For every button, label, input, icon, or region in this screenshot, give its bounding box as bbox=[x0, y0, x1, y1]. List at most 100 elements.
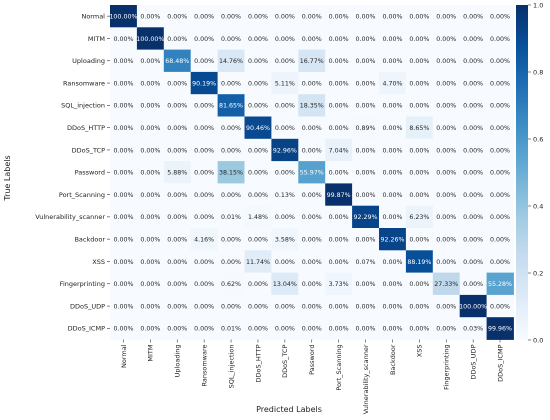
cell-value-label: 0.00% bbox=[221, 147, 241, 154]
cell-value-label: 0.00% bbox=[248, 303, 268, 310]
cell-value-label: 0.00% bbox=[436, 103, 456, 110]
cell-value-label: 90.46% bbox=[246, 125, 270, 132]
cell-value-label: 0.00% bbox=[382, 147, 402, 154]
cell-value-label: 0.00% bbox=[382, 125, 402, 132]
heatmap-cell-labels: 100.00% 0.00% 0.00% 0.00% 0.00% 0.00% 0.00% 0.0… bbox=[109, 13, 512, 332]
heatmap-cell bbox=[271, 94, 299, 117]
heatmap-cell bbox=[190, 272, 218, 296]
cell-value-label: 0.00% bbox=[248, 58, 268, 65]
cell-value-label: 0.00% bbox=[436, 192, 456, 199]
heatmap-cell bbox=[244, 161, 272, 184]
cell-value-label: 0.00% bbox=[382, 36, 402, 43]
heatmap-cell bbox=[459, 5, 487, 28]
cell-value-label: 0.00% bbox=[248, 80, 268, 87]
cell-value-label: 0.00% bbox=[409, 170, 429, 177]
cell-value-label: 0.00% bbox=[409, 192, 429, 199]
heatmap-cell bbox=[110, 5, 138, 28]
heatmap-cell bbox=[217, 5, 245, 28]
heatmap-cell bbox=[244, 94, 272, 117]
cell-value-label: 0.00% bbox=[463, 147, 483, 154]
column-tick-label: Fingerprinting bbox=[443, 345, 451, 390]
cell-value-label: 0.00% bbox=[382, 103, 402, 110]
heatmap-cell bbox=[405, 138, 434, 162]
heatmap-cell bbox=[217, 161, 245, 184]
heatmap-cell bbox=[217, 205, 245, 229]
heatmap-cell bbox=[163, 250, 192, 273]
cell-value-label: 0.00% bbox=[329, 214, 349, 221]
heatmap-cell bbox=[459, 161, 487, 184]
cell-value-label: 99.87% bbox=[327, 192, 351, 199]
heatmap-cell bbox=[325, 116, 353, 140]
cell-value-label: 0.00% bbox=[463, 192, 483, 199]
heatmap-cell bbox=[244, 71, 272, 95]
heatmap-cell bbox=[271, 27, 299, 50]
cell-value-label: 0.00% bbox=[356, 58, 376, 65]
cell-value-label: 0.00% bbox=[194, 170, 214, 177]
cell-value-label: 0.00% bbox=[275, 36, 295, 43]
cell-value-label: 0.00% bbox=[167, 326, 187, 333]
heatmap-cell bbox=[163, 272, 192, 296]
heatmap-cell bbox=[244, 5, 272, 28]
heatmap-cell bbox=[217, 116, 245, 140]
cell-value-label: 0.00% bbox=[356, 326, 376, 333]
heatmap-cell bbox=[405, 205, 434, 229]
heatmap-cell bbox=[217, 138, 245, 162]
heatmap-cell bbox=[379, 27, 407, 50]
cell-value-label: 0.00% bbox=[382, 214, 402, 221]
column-tick-label: SQL_injection bbox=[227, 345, 235, 389]
row-tick-label: Vulnerability_scanner bbox=[35, 213, 105, 221]
cell-value-label: 0.00% bbox=[194, 214, 214, 221]
cell-value-label: 0.00% bbox=[302, 36, 322, 43]
cell-value-label: 0.00% bbox=[329, 13, 349, 20]
cell-value-label: 0.00% bbox=[463, 259, 483, 266]
cell-value-label: 0.00% bbox=[113, 326, 133, 333]
cell-value-label: 0.00% bbox=[140, 147, 160, 154]
cell-value-label: 0.00% bbox=[463, 13, 483, 20]
cell-value-label: 0.00% bbox=[329, 303, 349, 310]
heatmap-cell bbox=[459, 272, 487, 296]
heatmap-cell bbox=[298, 272, 326, 296]
heatmap-cell bbox=[244, 27, 272, 50]
cell-value-label: 0.00% bbox=[140, 13, 160, 20]
heatmap-cell bbox=[352, 138, 380, 162]
cell-value-label: 55.97% bbox=[300, 170, 324, 177]
heatmap-cell bbox=[244, 250, 272, 273]
heatmap-cell bbox=[352, 71, 380, 95]
heatmap-cell bbox=[459, 71, 487, 95]
heatmap-cell bbox=[110, 272, 138, 296]
cell-value-label: 0.00% bbox=[113, 192, 133, 199]
cell-value-label: 0.00% bbox=[113, 147, 133, 154]
heatmap-cell bbox=[163, 27, 192, 50]
heatmap-cell bbox=[271, 49, 299, 73]
heatmap-cell bbox=[110, 71, 138, 95]
heatmap-cell bbox=[298, 161, 326, 184]
heatmap-cell bbox=[325, 49, 353, 73]
cell-value-label: 0.00% bbox=[167, 103, 187, 110]
heatmap-cell bbox=[379, 138, 407, 162]
cell-value-label: 5.88% bbox=[167, 170, 187, 177]
heatmap-cell bbox=[486, 183, 514, 207]
cell-value-label: 0.00% bbox=[463, 103, 483, 110]
heatmap-cell bbox=[298, 49, 326, 73]
cell-value-label: 0.00% bbox=[113, 303, 133, 310]
column-tick-label: Normal bbox=[120, 344, 128, 368]
cell-value-label: 38.15% bbox=[219, 170, 243, 177]
heatmap-cell bbox=[379, 183, 407, 207]
heatmap-cell bbox=[405, 27, 434, 50]
heatmap-cell bbox=[163, 294, 192, 318]
cell-value-label: 0.00% bbox=[167, 303, 187, 310]
cell-value-label: 100.00% bbox=[459, 303, 487, 310]
heatmap-cell bbox=[110, 294, 138, 318]
heatmap-cell bbox=[405, 49, 434, 73]
cell-value-label: 0.00% bbox=[194, 303, 214, 310]
heatmap-cell bbox=[217, 250, 245, 273]
heatmap-cell bbox=[405, 250, 434, 273]
cell-value-label: 0.00% bbox=[463, 214, 483, 221]
cell-value-label: 0.00% bbox=[167, 36, 187, 43]
heatmap-cell bbox=[352, 161, 380, 184]
heatmap-cell bbox=[244, 205, 272, 229]
cell-value-label: 1.48% bbox=[248, 214, 268, 221]
cell-value-label: 0.00% bbox=[113, 281, 133, 288]
heatmap-cell bbox=[432, 161, 461, 184]
heatmap-cell bbox=[405, 294, 434, 318]
